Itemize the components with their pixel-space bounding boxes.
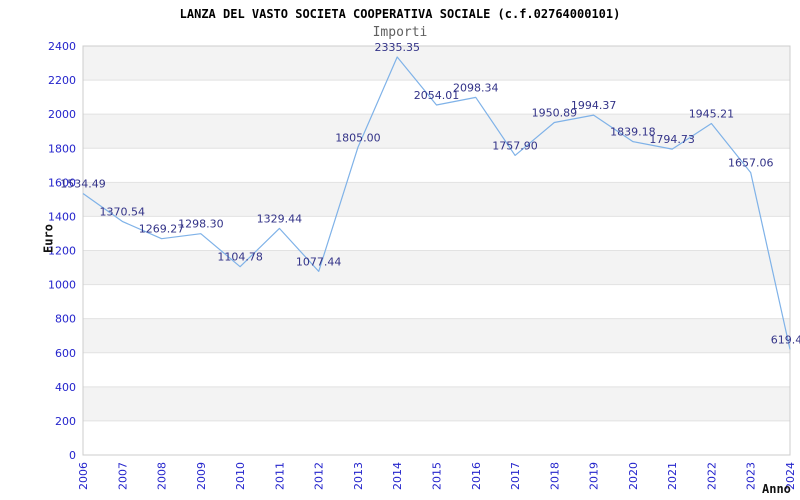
data-label: 1329.44 [257,212,303,225]
grid-band [83,46,790,81]
x-axis-title: Anno [762,482,791,496]
y-axis-title: Euro [41,224,56,253]
y-tick-label: 0 [69,449,76,462]
y-tick-label: 600 [55,347,76,360]
x-tick-label: 2021 [666,462,679,490]
data-label: 1657.06 [728,157,774,170]
data-label: 2054.01 [414,89,460,102]
x-tick-label: 2023 [745,462,758,490]
data-label: 1077.44 [296,255,342,268]
x-tick-label: 2020 [627,462,640,490]
y-tick-label: 1200 [48,245,76,258]
data-label: 1839.18 [610,126,656,139]
y-tick-label: 200 [55,415,76,428]
data-label: 1945.21 [689,108,735,121]
grid-band [83,182,790,217]
x-tick-label: 2019 [588,462,601,490]
data-label: 1269.27 [139,223,185,236]
chart-title: LANZA DEL VASTO SOCIETA COOPERATIVA SOCI… [179,7,621,21]
grid-band [83,386,790,421]
x-tick-label: 2011 [273,462,286,490]
y-tick-label: 800 [55,313,76,326]
x-tick-label: 2024 [784,462,797,490]
x-tick-label: 2016 [470,462,483,490]
y-tick-label: 400 [55,381,76,394]
y-tick-label: 1800 [48,142,76,155]
data-label: 1994.37 [571,99,617,112]
grid-band [83,318,790,353]
x-tick-label: 2010 [234,462,247,490]
x-tick-label: 2008 [156,462,169,490]
data-label: 1104.78 [217,251,263,264]
data-label: 1298.30 [178,218,224,231]
data-label: 2098.34 [453,81,499,94]
data-label: 1950.89 [532,107,578,120]
y-tick-label: 1600 [48,176,76,189]
x-tick-label: 2012 [313,462,326,490]
y-tick-label: 1000 [48,279,76,292]
data-label: 619.44 [771,333,800,346]
y-tick-label: 2200 [48,74,76,87]
data-label: 2335.35 [374,41,420,54]
data-label: 1794.73 [649,133,695,146]
x-tick-label: 2009 [195,462,208,490]
x-tick-label: 2017 [509,462,522,490]
y-tick-label: 2400 [48,40,76,53]
grid-band [83,114,790,149]
x-tick-label: 2015 [431,462,444,490]
chart-subtitle: Importi [372,25,428,40]
data-label: 1534.49 [60,177,106,190]
data-label: 1805.00 [335,131,381,144]
y-tick-label: 2000 [48,108,76,121]
data-label: 1370.54 [100,205,146,218]
grid-band [83,250,790,285]
x-tick-label: 2007 [116,462,129,490]
x-tick-label: 2013 [352,462,365,490]
x-tick-label: 2014 [391,462,404,490]
plot-border [82,45,791,456]
x-tick-label: 2006 [77,462,90,490]
y-tick-label: 1400 [48,210,76,223]
data-label: 1757.90 [492,139,538,152]
x-tick-label: 2022 [705,462,718,490]
x-tick-label: 2018 [548,462,561,490]
series-line [82,56,791,350]
